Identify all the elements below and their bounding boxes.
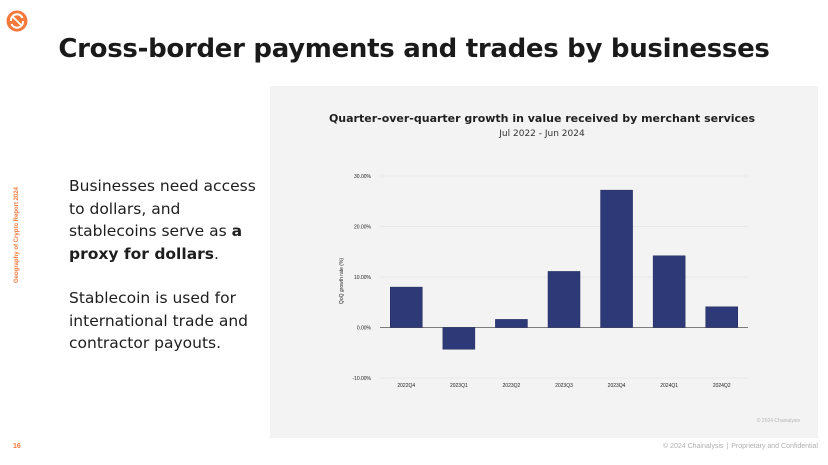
chainalysis-logo-icon	[6, 10, 28, 32]
bar-2024Q1	[652, 255, 686, 328]
x-tick-label: 2024Q1	[660, 383, 678, 389]
y-tick-label: 20.00%	[354, 225, 372, 231]
paragraph-dollar-proxy: Businesses need access to dollars, and s…	[69, 175, 264, 265]
x-tick-label: 2023Q1	[450, 383, 468, 389]
bar-2023Q3	[547, 271, 581, 328]
footer: © 2024 Chainalysis | Proprietary and Confi…	[663, 443, 818, 450]
x-tick-label: 2023Q3	[555, 383, 573, 389]
paragraph-emphasis: a proxy for dollars	[69, 222, 243, 263]
y-tick-label: -10.00%	[352, 376, 371, 382]
y-tick-label: 10.00%	[354, 275, 372, 281]
page-number: 16	[13, 443, 21, 450]
bar-2024Q2	[705, 306, 738, 328]
paragraph-text: Businesses need access to dollars, and s…	[69, 177, 256, 240]
report-side-label: Geography of Crypto Report 2024	[14, 186, 20, 284]
chart-title: Quarter-over-quarter growth in value rec…	[329, 112, 756, 125]
chart-watermark: © 2024 Chainalysis	[757, 417, 801, 424]
y-tick-label: 0.00%	[357, 326, 372, 332]
x-tick-label: 2022Q4	[397, 383, 415, 389]
chart-panel: Quarter-over-quarter growth in value rec…	[270, 86, 818, 438]
bar-2023Q2	[495, 319, 528, 328]
x-tick-label: 2024Q2	[713, 383, 731, 389]
bar-chart: Quarter-over-quarter growth in value rec…	[329, 112, 801, 424]
bar-2023Q1	[442, 327, 476, 350]
chart-subtitle: Jul 2022 - Jun 2024	[498, 129, 585, 139]
bar-2023Q4	[600, 189, 633, 328]
footer-confidential: Proprietary and Confidential	[731, 443, 818, 450]
page-title: Cross-border payments and trades by busi…	[58, 34, 770, 64]
bar-2022Q4	[390, 286, 423, 328]
paragraph-text-end: .	[214, 244, 219, 263]
footer-copyright: © 2024 Chainalysis	[662, 443, 724, 450]
x-tick-label: 2023Q4	[608, 383, 626, 389]
body-text: Businesses need access to dollars, and s…	[69, 175, 264, 377]
footer-separator: |	[726, 443, 729, 450]
y-axis-label: QoQ growth rate (%)	[339, 258, 345, 304]
paragraph-trade: Stablecoin is used for international tra…	[69, 289, 248, 352]
y-tick-label: 30.00%	[354, 174, 372, 180]
x-tick-label: 2023Q2	[503, 383, 521, 389]
